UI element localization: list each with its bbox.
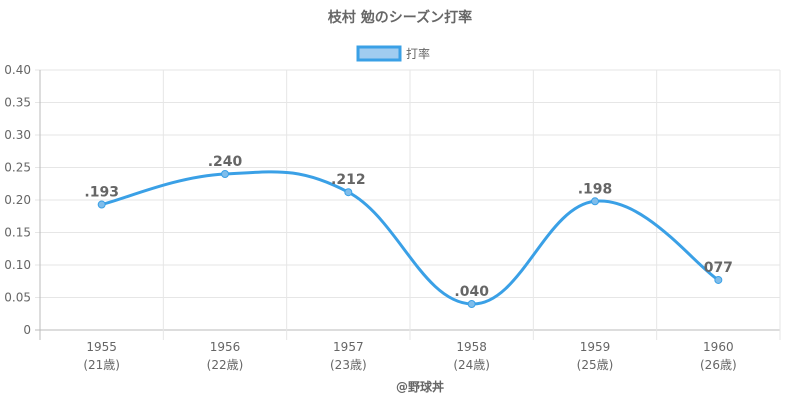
legend[interactable]: 打率 bbox=[356, 45, 430, 62]
y-tick-label: 0.10 bbox=[4, 258, 31, 272]
legend-label: 打率 bbox=[406, 46, 430, 61]
x-tick-label: 1957 bbox=[333, 340, 364, 354]
y-tick-label: 0.40 bbox=[4, 63, 31, 77]
x-tick-sublabel: (26歳) bbox=[700, 358, 737, 372]
data-label: .040 bbox=[454, 284, 489, 300]
grid bbox=[35, 69, 781, 340]
x-tick-label: 1960 bbox=[703, 340, 734, 354]
x-tick-sublabel: (24歳) bbox=[453, 358, 490, 372]
data-labels-layer: .193 .240 .212 .040 .198 077 bbox=[84, 154, 733, 300]
x-tick-sublabel: (22歳) bbox=[207, 358, 244, 372]
data-point[interactable] bbox=[591, 197, 599, 206]
data-label: .240 bbox=[208, 154, 243, 170]
data-point[interactable] bbox=[344, 188, 353, 197]
y-tick-label: 0.35 bbox=[4, 96, 31, 110]
points-layer bbox=[97, 170, 723, 308]
legend-swatch bbox=[356, 45, 402, 62]
x-tick-sublabel: (21歳) bbox=[83, 358, 120, 372]
x-tick-sublabel: (25歳) bbox=[577, 358, 614, 372]
data-label: .193 bbox=[84, 185, 119, 201]
y-tick-label: 0.20 bbox=[4, 193, 31, 207]
y-tick-label: 0 bbox=[23, 323, 31, 337]
data-label: 077 bbox=[704, 260, 733, 276]
data-point[interactable] bbox=[221, 170, 229, 178]
series-line bbox=[101, 170, 720, 306]
data-label: .198 bbox=[578, 181, 613, 197]
data-point[interactable] bbox=[714, 275, 723, 284]
y-tick-label: 0.15 bbox=[4, 226, 31, 240]
data-label: .212 bbox=[331, 172, 366, 188]
data-point[interactable] bbox=[467, 300, 476, 308]
chart-title: 枝村 勉のシーズン打率 bbox=[327, 9, 472, 26]
y-tick-label: 0.25 bbox=[4, 161, 31, 175]
x-tick-label: 1956 bbox=[210, 340, 241, 354]
data-point[interactable] bbox=[97, 200, 106, 209]
y-tick-label: 0.30 bbox=[4, 128, 31, 142]
credit: @野球丼 bbox=[396, 379, 444, 394]
series-line-layer bbox=[101, 170, 720, 306]
y-tick-label: 0.05 bbox=[4, 291, 31, 305]
x-axis: 1955 (21歳) 1956 (22歳) 1957 (23歳) 1958 (24歳) 1959… bbox=[83, 340, 736, 372]
x-tick-label: 1959 bbox=[580, 340, 611, 354]
x-tick-sublabel: (23歳) bbox=[330, 358, 367, 372]
y-axis: 0.40 0.35 0.30 0.25 0.20 0.15 0.10 0.05 0 bbox=[4, 63, 31, 337]
x-tick-label: 1955 bbox=[86, 340, 117, 354]
x-tick-label: 1958 bbox=[456, 340, 487, 354]
